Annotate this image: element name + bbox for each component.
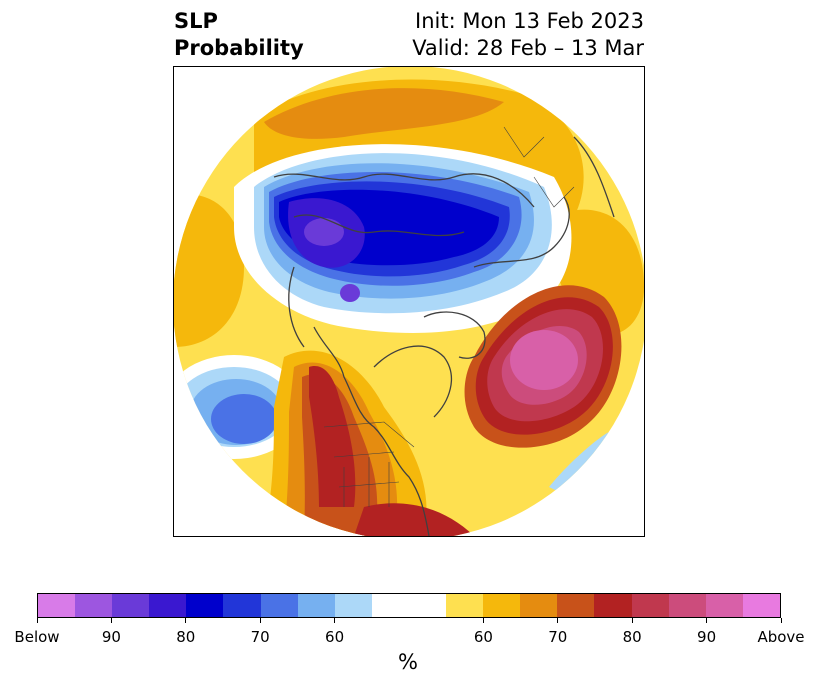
north-orange (264, 88, 504, 139)
colorbar-tick-label: 90 (697, 628, 717, 646)
coastlines (273, 136, 615, 536)
colorbar-tick-label: 70 (250, 628, 270, 646)
west-pacific-positive (174, 194, 244, 347)
colorbar-tick-mark (185, 618, 187, 623)
colorbar-segment (705, 594, 743, 617)
colorbar-segment (742, 594, 780, 617)
colorbar-tick-label: 70 (548, 628, 568, 646)
colorbar-tick-label: 80 (176, 628, 196, 646)
forecast-dates: Init: Mon 13 Feb 2023 Valid: 28 Feb – 13… (412, 8, 644, 62)
colorbar-tick-mark (706, 618, 708, 623)
colorbar-segment (668, 594, 706, 617)
colorbar-segment (260, 594, 298, 617)
political-borders (323, 126, 575, 507)
colorbar-tick-mark (334, 618, 336, 623)
atlantic-positive-95 (510, 330, 578, 390)
colorbar-segment (149, 594, 187, 617)
colorbar-segment (75, 594, 113, 617)
polar-map (173, 66, 645, 537)
colorbar-segment (297, 594, 335, 617)
colorbar-segment (520, 594, 558, 617)
colorbar-segment (112, 594, 150, 617)
probability-field (174, 67, 644, 536)
colorbar-tick-mark (36, 618, 38, 623)
map-title: SLP Probability (174, 8, 304, 62)
valid-range: Valid: 28 Feb – 13 Mar (412, 36, 644, 60)
colorbar-tick-label: 60 (325, 628, 345, 646)
colorbar-tick-label: Below (14, 628, 60, 646)
colorbar-tick-mark (631, 618, 633, 623)
below-90 (304, 218, 344, 246)
colorbar-tick-mark (259, 618, 261, 623)
colorbar-segment (408, 594, 447, 617)
below-90-small (340, 284, 360, 302)
gulf-positive-80 (354, 503, 474, 536)
title-line-2: Probability (174, 36, 304, 60)
subtropical-below-60 (549, 432, 609, 492)
colorbar-segment (223, 594, 261, 617)
pacific-below-70 (211, 394, 277, 444)
colorbar-tick-mark (780, 618, 782, 623)
colorbar-tick-mark (110, 618, 112, 623)
colorbar-segment (594, 594, 632, 617)
colorbar-unit: % (398, 650, 418, 674)
colorbar-segment (334, 594, 372, 617)
colorbar-segment (38, 594, 76, 617)
colorbar-segment (446, 594, 484, 617)
colorbar-segment (483, 594, 521, 617)
colorbar-segment (186, 594, 224, 617)
colorbar-segment (557, 594, 595, 617)
colorbar-tick-mark (482, 618, 484, 623)
title-line-1: SLP (174, 9, 218, 33)
colorbar-tick-label: 90 (101, 628, 121, 646)
colorbar-tick-label: 60 (473, 628, 493, 646)
colorbar-segment (371, 594, 409, 617)
colorbar-segment (631, 594, 669, 617)
colorbar-tick-label: 80 (622, 628, 642, 646)
colorbar-tick-label: Above (757, 628, 805, 646)
colorbar-tick-mark (557, 618, 559, 623)
colorbar (37, 593, 781, 618)
init-date: Init: Mon 13 Feb 2023 (415, 9, 644, 33)
